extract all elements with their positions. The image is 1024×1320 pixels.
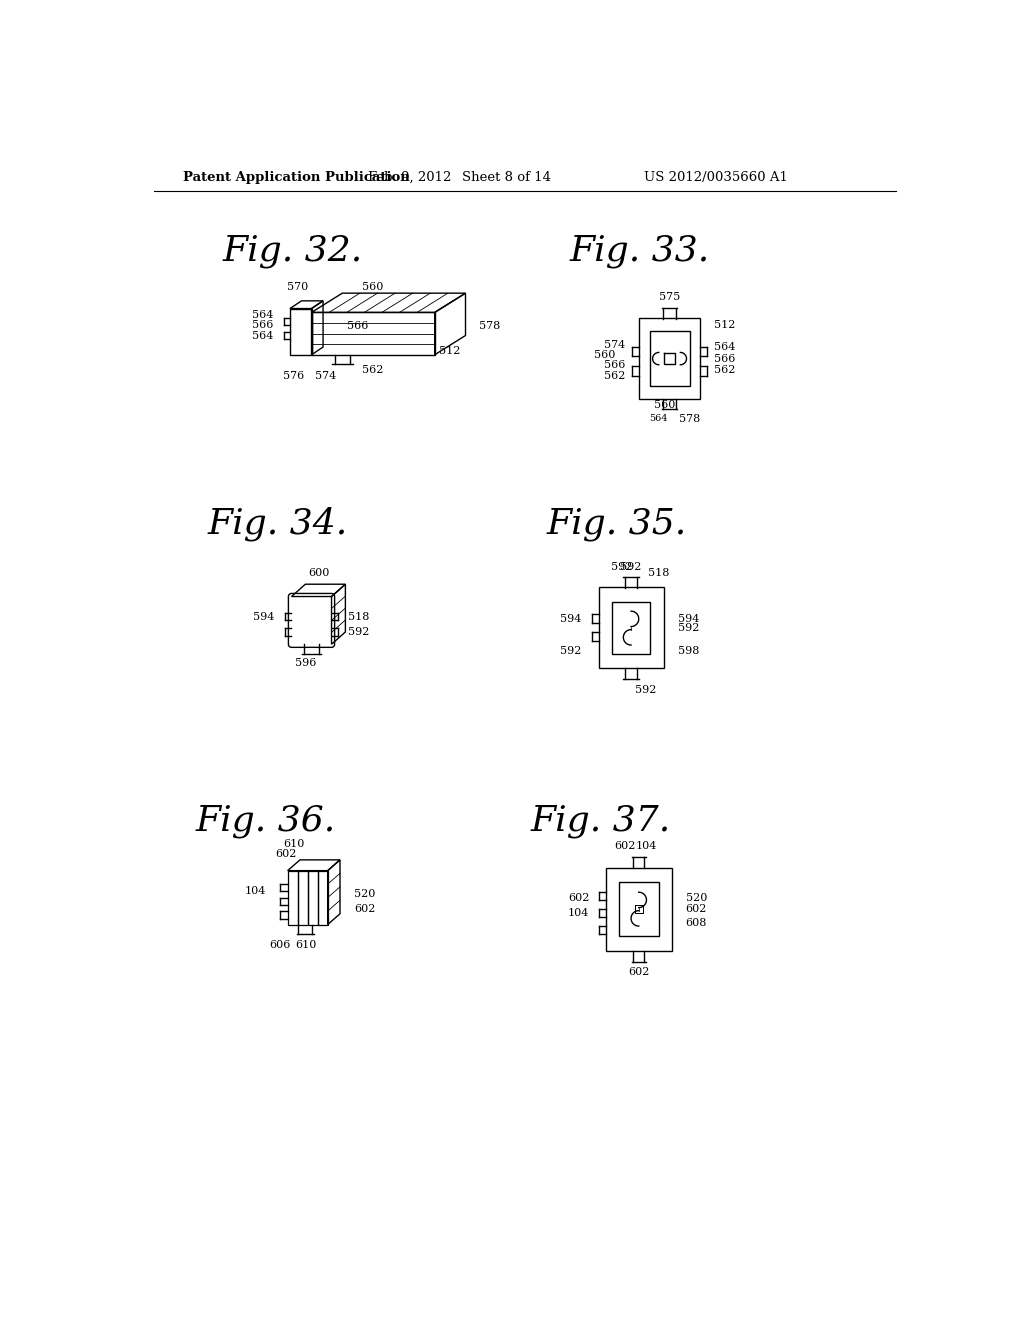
Text: 518: 518: [348, 611, 370, 622]
Text: 566: 566: [603, 360, 625, 370]
Bar: [288, 871, 298, 924]
Text: 606: 606: [269, 940, 291, 949]
Text: 104: 104: [568, 908, 590, 917]
Text: 594: 594: [560, 614, 582, 624]
Text: 578: 578: [479, 321, 501, 331]
Text: Fig. 33.: Fig. 33.: [569, 234, 710, 268]
Text: 512: 512: [438, 346, 460, 356]
Text: 564: 564: [252, 310, 273, 319]
Text: 592: 592: [348, 627, 370, 638]
Text: Fig. 35.: Fig. 35.: [547, 507, 687, 541]
Text: 566: 566: [252, 321, 273, 330]
Text: 560: 560: [594, 350, 615, 360]
Text: Sheet 8 of 14: Sheet 8 of 14: [462, 172, 551, 185]
Text: 562: 562: [362, 366, 384, 375]
Text: US 2012/0035660 A1: US 2012/0035660 A1: [644, 172, 787, 185]
Text: 602: 602: [614, 841, 636, 851]
Text: Feb. 9, 2012: Feb. 9, 2012: [368, 172, 451, 185]
Text: 602: 602: [354, 904, 375, 915]
Text: 602: 602: [686, 904, 708, 915]
Bar: [307, 871, 317, 924]
Bar: [606, 867, 672, 950]
Text: Fig. 36.: Fig. 36.: [196, 804, 336, 838]
Text: 518: 518: [648, 568, 670, 578]
Text: 602: 602: [275, 849, 297, 859]
Text: Patent Application Publication: Patent Application Publication: [183, 172, 410, 185]
Text: 592: 592: [621, 561, 642, 572]
Text: 104: 104: [636, 841, 657, 851]
Text: 574: 574: [315, 371, 337, 381]
Text: 562: 562: [603, 371, 625, 380]
Bar: [298, 871, 307, 924]
Text: 610: 610: [296, 940, 316, 949]
Text: 598: 598: [678, 647, 699, 656]
Text: Fig. 37.: Fig. 37.: [531, 804, 671, 838]
Text: 574: 574: [604, 339, 625, 350]
Text: 610: 610: [283, 840, 304, 850]
Text: 602: 602: [628, 968, 649, 977]
Text: 512: 512: [714, 319, 735, 330]
Bar: [599, 587, 665, 668]
Text: 520: 520: [686, 892, 708, 903]
Text: 602: 602: [568, 892, 590, 903]
Text: Fig. 32.: Fig. 32.: [223, 234, 364, 268]
Text: 520: 520: [354, 888, 375, 899]
Text: 592: 592: [560, 647, 582, 656]
Text: 560: 560: [362, 282, 384, 292]
Text: 600: 600: [308, 569, 329, 578]
Bar: [317, 871, 328, 924]
Text: 564: 564: [649, 414, 668, 424]
Text: 104: 104: [245, 887, 266, 896]
Text: 570: 570: [287, 282, 308, 292]
Text: 564: 564: [714, 342, 735, 352]
Text: 566: 566: [714, 354, 735, 363]
Text: 560: 560: [654, 400, 676, 409]
Text: 566: 566: [347, 321, 369, 331]
Bar: [649, 331, 689, 387]
Text: Fig. 34.: Fig. 34.: [208, 507, 348, 541]
Text: 562: 562: [714, 366, 735, 375]
Text: 576: 576: [283, 371, 304, 381]
Text: 596: 596: [295, 657, 316, 668]
Text: 594: 594: [678, 614, 699, 624]
Text: 594: 594: [253, 611, 274, 622]
Text: 575: 575: [658, 292, 680, 302]
Text: 578: 578: [679, 413, 700, 424]
Bar: [611, 602, 650, 655]
Text: 592: 592: [611, 561, 633, 572]
Text: 592: 592: [678, 623, 699, 634]
Bar: [618, 882, 658, 936]
Text: 564: 564: [252, 331, 273, 342]
Text: 592: 592: [635, 685, 656, 694]
Bar: [639, 318, 700, 399]
Text: 608: 608: [686, 917, 708, 928]
